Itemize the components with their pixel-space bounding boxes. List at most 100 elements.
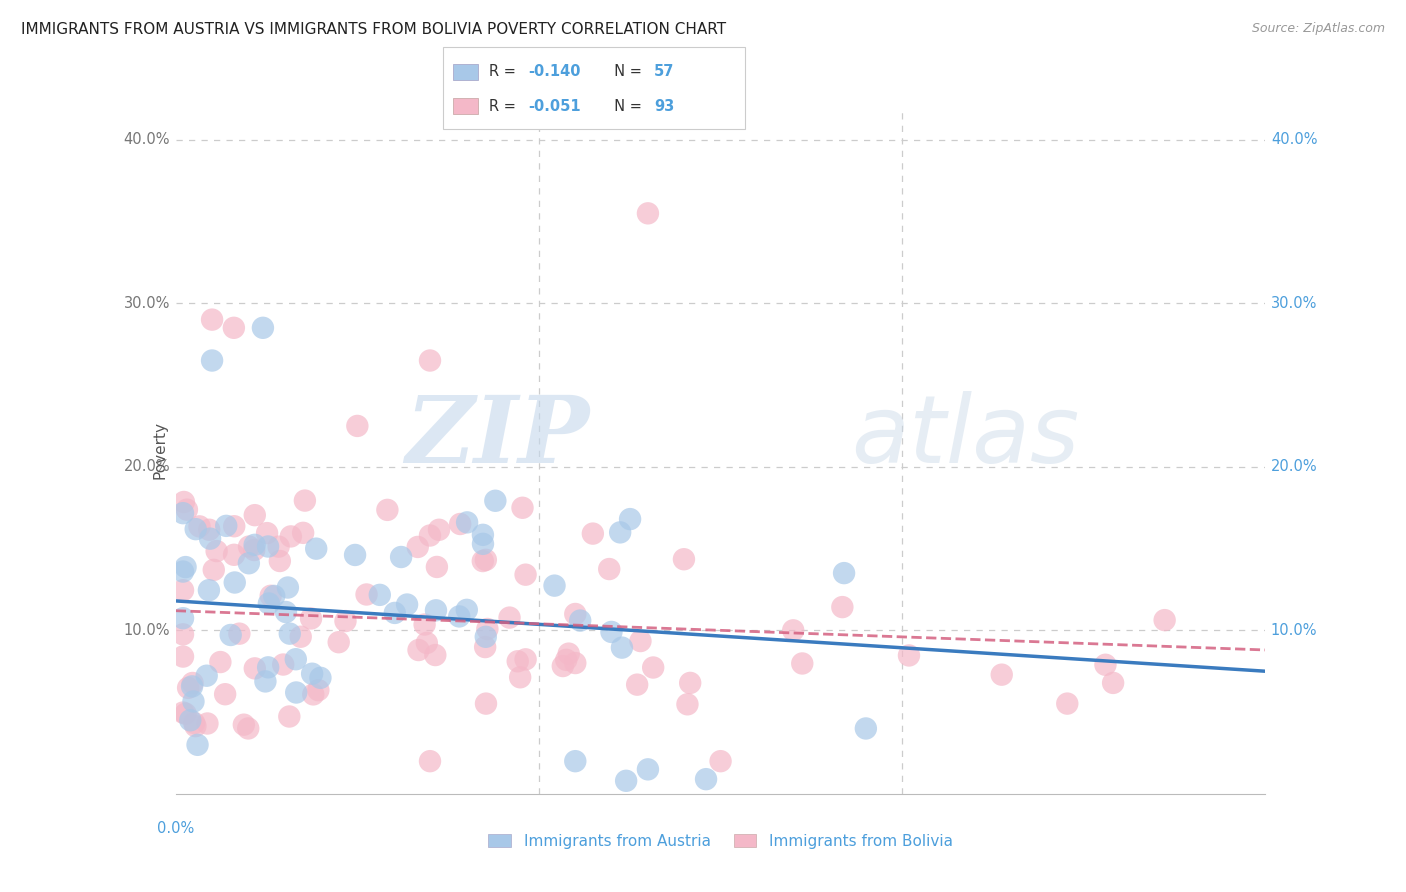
Text: 0.0%: 0.0%: [157, 822, 194, 837]
Point: [419, 528, 441, 542]
Point: [243, 661, 266, 675]
Point: [855, 722, 877, 736]
Text: 20.0%: 20.0%: [1271, 459, 1317, 475]
Point: [280, 529, 302, 543]
Point: [238, 722, 260, 736]
Point: [274, 605, 297, 619]
Point: [471, 554, 494, 568]
Point: [224, 519, 246, 533]
Point: [1153, 613, 1175, 627]
Point: [456, 516, 478, 530]
Point: [425, 603, 447, 617]
Point: [183, 694, 205, 708]
Point: [630, 634, 652, 648]
Point: [285, 685, 308, 699]
Point: [551, 659, 574, 673]
Point: [269, 554, 291, 568]
Point: [449, 609, 471, 624]
Point: [173, 495, 195, 509]
Point: [637, 762, 659, 776]
Text: 40.0%: 40.0%: [1271, 132, 1317, 147]
Point: [416, 636, 439, 650]
Point: [346, 418, 368, 433]
Point: [1102, 676, 1125, 690]
Point: [426, 560, 449, 574]
Point: [509, 670, 531, 684]
Point: [243, 508, 266, 523]
Point: [172, 649, 194, 664]
Point: [198, 583, 221, 598]
Text: N =: N =: [605, 64, 647, 79]
Text: 40.0%: 40.0%: [124, 132, 170, 147]
Point: [475, 697, 498, 711]
Point: [471, 528, 494, 542]
Point: [290, 630, 312, 644]
Point: [214, 687, 236, 701]
Point: [792, 657, 814, 671]
Point: [172, 565, 194, 579]
Point: [614, 773, 637, 788]
Point: [198, 523, 221, 537]
Point: [278, 709, 301, 723]
Point: [1056, 697, 1078, 711]
Point: [183, 716, 205, 731]
Point: [515, 652, 537, 666]
Point: [643, 660, 665, 674]
Text: 20.0%: 20.0%: [124, 459, 170, 475]
Text: IMMIGRANTS FROM AUSTRIA VS IMMIGRANTS FROM BOLIVIA POVERTY CORRELATION CHART: IMMIGRANTS FROM AUSTRIA VS IMMIGRANTS FR…: [21, 22, 727, 37]
Point: [284, 652, 307, 666]
Point: [201, 312, 224, 326]
Point: [252, 321, 274, 335]
Point: [184, 522, 207, 536]
Point: [305, 541, 328, 556]
Point: [215, 519, 238, 533]
Point: [408, 643, 430, 657]
Text: R =: R =: [489, 64, 520, 79]
Point: [263, 589, 285, 603]
Point: [449, 516, 471, 531]
Point: [260, 589, 283, 603]
Point: [384, 606, 406, 620]
Point: [832, 566, 855, 580]
Point: [195, 669, 218, 683]
Point: [243, 543, 266, 558]
Point: [477, 622, 499, 636]
Point: [174, 560, 197, 574]
Text: 57: 57: [654, 64, 673, 79]
Point: [238, 540, 260, 554]
Point: [188, 519, 211, 533]
Point: [202, 563, 225, 577]
Point: [564, 656, 586, 670]
Text: 10.0%: 10.0%: [124, 623, 170, 638]
Point: [419, 754, 441, 768]
Text: -0.051: -0.051: [529, 99, 581, 114]
Text: ZIP: ZIP: [405, 392, 591, 482]
Point: [277, 581, 299, 595]
Point: [425, 648, 447, 662]
Point: [271, 657, 294, 672]
Point: [172, 706, 194, 720]
Point: [294, 493, 316, 508]
Point: [506, 654, 529, 668]
Text: 30.0%: 30.0%: [124, 296, 170, 310]
Point: [257, 540, 280, 554]
Text: Source: ZipAtlas.com: Source: ZipAtlas.com: [1251, 22, 1385, 36]
Point: [484, 493, 506, 508]
Point: [475, 553, 498, 567]
Point: [569, 614, 592, 628]
Point: [172, 583, 194, 598]
Point: [186, 738, 209, 752]
Point: [619, 512, 641, 526]
Point: [427, 523, 450, 537]
Point: [515, 567, 537, 582]
Point: [254, 674, 277, 689]
Point: [831, 600, 853, 615]
Point: [610, 640, 633, 655]
Point: [292, 525, 315, 540]
Point: [609, 525, 631, 540]
Point: [256, 526, 278, 541]
Point: [695, 772, 717, 787]
Point: [174, 706, 197, 721]
Point: [564, 754, 586, 768]
Point: [498, 610, 520, 624]
